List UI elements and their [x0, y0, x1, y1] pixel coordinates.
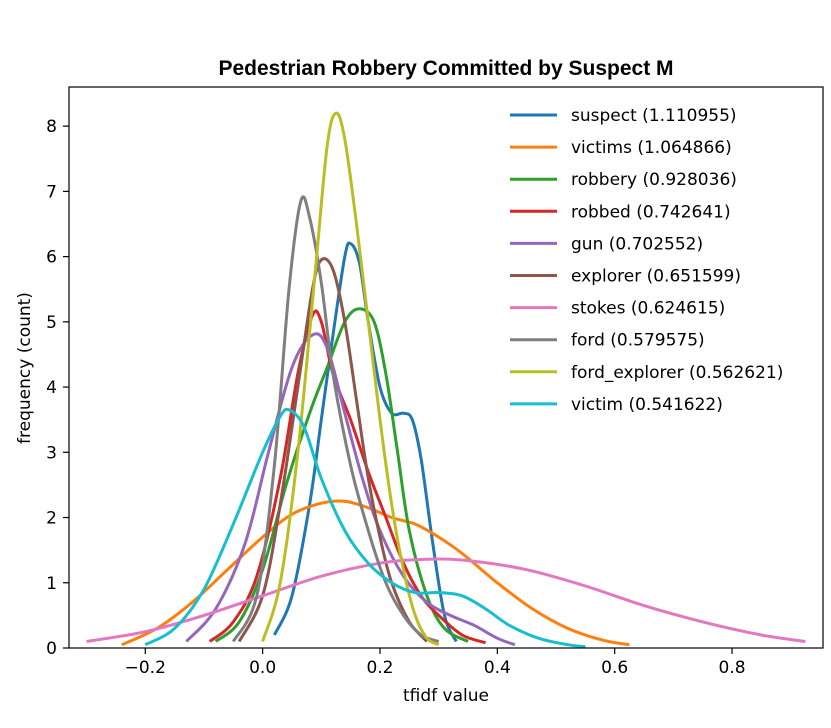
series-curve-7 [231, 195, 440, 643]
legend-label: gun (0.702552) [571, 234, 703, 254]
series-curve-6 [86, 557, 806, 643]
legend-label: ford (0.579575) [571, 331, 705, 351]
x-axis-ticks: −0.2 0.0 0.2 0.4 0.6 0.8 [125, 648, 746, 678]
legend-label: explorer (0.651599) [571, 267, 741, 287]
legend-label: suspect (1.110955) [571, 106, 737, 126]
y-tick-label: 8 [46, 117, 57, 137]
legend-label: stokes (0.624615) [571, 299, 725, 319]
x-tick-label: 0.6 [601, 658, 628, 678]
series-curve-8 [261, 111, 440, 647]
x-tick-label: 0.2 [366, 658, 393, 678]
y-tick-label: 5 [46, 313, 57, 333]
legend-label: victims (1.064866) [571, 138, 732, 158]
series-curve-2 [214, 307, 469, 643]
x-tick-label: 0.8 [719, 658, 746, 678]
x-tick-label: 0.0 [249, 658, 276, 678]
legend-label: robbed (0.742641) [571, 202, 731, 222]
series-curve-1 [121, 499, 630, 647]
legend: suspect (1.110955) victims (1.064866) robb… [510, 106, 783, 415]
legend-label: ford_explorer (0.562621) [571, 363, 783, 383]
y-tick-label: 6 [46, 248, 57, 268]
axes-frame [68, 86, 824, 649]
y-tick-label: 3 [46, 443, 57, 463]
series-curve-5 [237, 257, 429, 643]
x-tick-label: 0.4 [484, 658, 511, 678]
series-curve-4 [185, 332, 516, 647]
series-curve-9 [144, 407, 586, 649]
y-tick-label: 1 [46, 574, 57, 594]
legend-label: robbery (0.928036) [571, 170, 737, 190]
legend-label: victim (0.541622) [571, 395, 723, 415]
y-tick-label: 4 [46, 378, 57, 398]
chart-title: Pedestrian Robbery Committed by Suspect … [218, 57, 673, 80]
x-axis-label: tfidf value [403, 686, 489, 706]
y-tick-label: 7 [46, 182, 57, 202]
y-axis-label: frequency (count) [15, 292, 35, 444]
x-tick-label: −0.2 [125, 658, 166, 678]
y-tick-label: 2 [46, 509, 57, 529]
y-tick-label: 0 [46, 639, 57, 659]
y-axis-ticks: 0 1 2 3 4 5 6 7 8 [46, 117, 69, 659]
series-curves [86, 111, 806, 649]
